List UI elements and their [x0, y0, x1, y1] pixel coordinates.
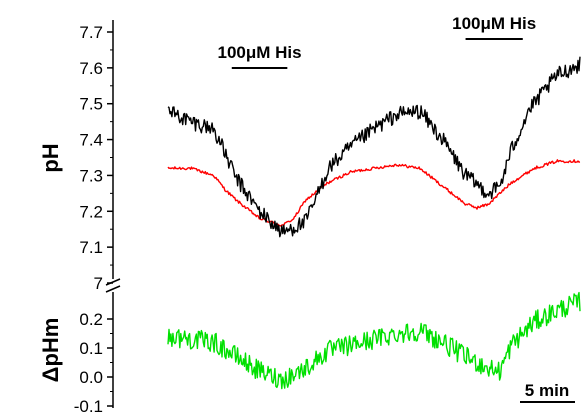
y-tick-label: 0.0	[79, 368, 103, 387]
black-ph-trace	[167, 56, 581, 238]
y-tick-label: 7.4	[79, 131, 103, 150]
y-tick-label: 0.2	[79, 310, 103, 329]
bottom-panel-ticks: 0.2 0.1 0.0 -0.1	[74, 310, 113, 416]
y-tick-label: 7	[94, 274, 103, 293]
bottom-y-axis-title: ΔpHm	[38, 318, 63, 383]
y-tick-label: -0.1	[74, 397, 103, 416]
y-tick-label: 7.1	[79, 238, 103, 257]
green-delta-ph-trace	[167, 291, 581, 390]
red-ph-trace	[167, 159, 581, 227]
y-tick-label: 7.7	[79, 23, 103, 42]
top-y-axis-title: pH	[38, 143, 63, 172]
his-application-label: 100μM His	[452, 14, 536, 33]
axis-break-mark	[105, 278, 121, 286]
traces	[167, 56, 581, 390]
scale-bar-label: 5 min	[525, 381, 569, 400]
annotations: 100μM His 100μM His	[218, 14, 536, 69]
y-tick-label: 0.1	[79, 339, 103, 358]
y-tick-label: 7.5	[79, 95, 103, 114]
his-application-label: 100μM His	[218, 43, 302, 62]
top-panel-ticks: 7.7 7.6 7.5 7.4 7.3 7.2 7.1 7	[79, 23, 113, 293]
y-axis	[105, 20, 121, 408]
y-tick-label: 7.3	[79, 166, 103, 185]
axis-break-mark	[105, 285, 121, 293]
y-tick-label: 7.6	[79, 59, 103, 78]
y-tick-label: 7.2	[79, 202, 103, 221]
